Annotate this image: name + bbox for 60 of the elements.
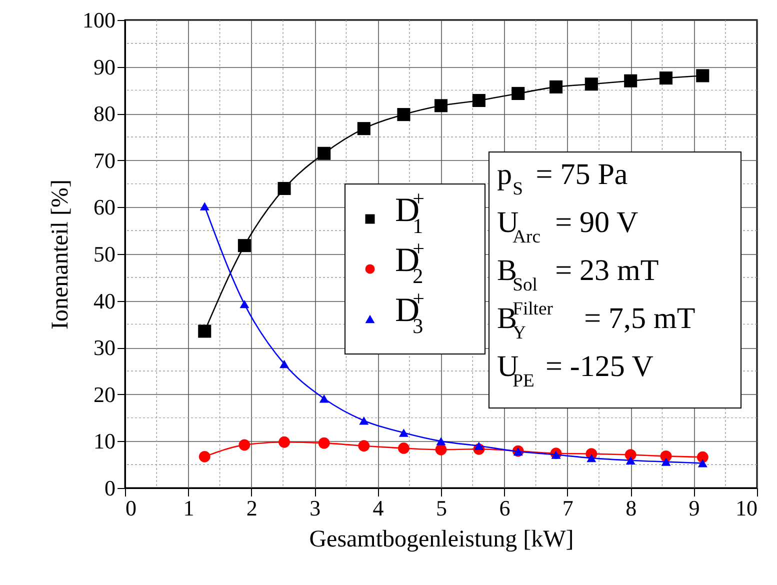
point xyxy=(659,72,673,85)
point xyxy=(278,436,290,448)
x-tick-label: 0 xyxy=(126,496,136,520)
x-tick-label: 2 xyxy=(246,496,258,520)
point xyxy=(698,459,708,468)
point xyxy=(280,360,290,368)
x-tick-label: 10 xyxy=(736,496,758,520)
point xyxy=(626,456,636,464)
y-tick-label: 20 xyxy=(94,382,116,407)
point xyxy=(240,300,250,308)
y-tick-label: 100 xyxy=(82,8,116,32)
point xyxy=(624,74,638,88)
point xyxy=(624,449,636,460)
point xyxy=(661,458,671,466)
x-tick-label: 7 xyxy=(562,496,574,520)
point xyxy=(474,442,484,450)
point xyxy=(198,450,210,462)
y-tick-label: 0 xyxy=(104,476,116,500)
point xyxy=(198,324,212,338)
x-axis-title: Gesamtbogenleistung [kW] xyxy=(309,526,574,552)
y-tick-label: 60 xyxy=(94,194,116,220)
x-tick-label: 4 xyxy=(372,496,384,520)
point xyxy=(472,94,486,108)
point xyxy=(435,444,447,456)
point xyxy=(357,122,370,136)
point xyxy=(398,428,408,437)
point xyxy=(696,69,710,82)
point xyxy=(398,442,410,454)
point xyxy=(318,146,331,160)
y-tick-label: 90 xyxy=(94,54,116,80)
y-tick-label: 70 xyxy=(94,148,116,173)
point xyxy=(512,86,525,100)
point xyxy=(319,394,329,403)
point xyxy=(550,80,563,94)
y-tick-label: 50 xyxy=(94,242,116,266)
x-tick-label: 5 xyxy=(436,496,447,520)
point xyxy=(584,78,598,91)
point xyxy=(318,437,330,449)
point xyxy=(238,439,250,451)
point xyxy=(696,451,708,463)
point xyxy=(200,202,210,210)
point xyxy=(434,99,448,112)
point xyxy=(359,416,369,425)
point xyxy=(551,450,561,459)
point xyxy=(397,108,410,122)
y-tick-label: 40 xyxy=(94,288,116,314)
point xyxy=(358,440,370,452)
x-tick-label: 1 xyxy=(183,496,194,520)
point xyxy=(278,182,291,195)
x-tick-label: 8 xyxy=(626,496,637,520)
y-tick-label: 80 xyxy=(94,101,116,126)
point xyxy=(436,437,446,446)
x-tick-label: 3 xyxy=(310,496,321,520)
y-tick-label: 10 xyxy=(94,428,116,454)
point xyxy=(238,239,251,252)
y-tick-label: 30 xyxy=(94,335,116,360)
y-axis-title: Ionenanteil [%] xyxy=(48,180,74,330)
x-tick-label: 6 xyxy=(499,496,510,520)
point xyxy=(586,454,596,462)
x-tick-label: 9 xyxy=(688,496,700,520)
